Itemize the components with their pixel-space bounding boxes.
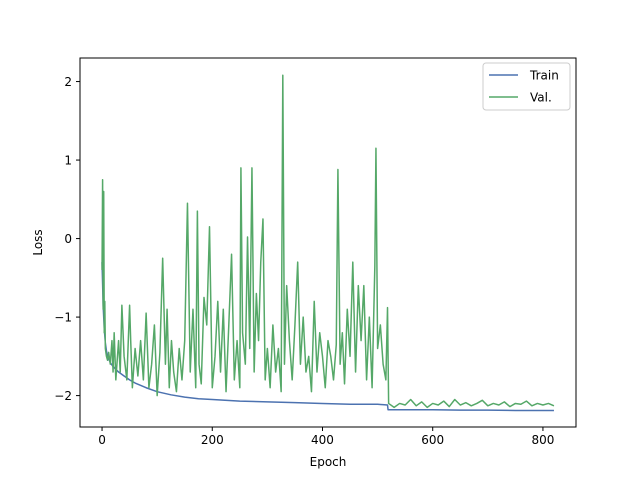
y-tick-label: 1 (64, 154, 72, 168)
y-axis-ticks: −2 −1 0 1 2 (54, 75, 80, 403)
x-tick-label: 200 (201, 433, 224, 447)
x-axis-label: Epoch (310, 455, 347, 469)
x-axis-ticks: 0 200 400 600 800 (98, 427, 554, 447)
y-tick-label: −1 (54, 311, 72, 325)
y-axis-label: Loss (31, 229, 45, 255)
legend-label-train: Train (529, 69, 559, 83)
y-tick-label: 0 (64, 232, 72, 246)
series-layer (101, 74, 555, 412)
plot-frame (79, 57, 577, 428)
legend-label-val: Val. (530, 91, 552, 105)
y-tick-label: −2 (54, 389, 72, 403)
legend: Train Val. (482, 62, 571, 111)
x-tick-label: 0 (98, 433, 106, 447)
y-tick-label: 2 (64, 75, 72, 89)
series-line-val (101, 74, 555, 409)
x-tick-label: 800 (531, 433, 554, 447)
x-tick-label: 600 (421, 433, 444, 447)
x-tick-label: 400 (311, 433, 334, 447)
